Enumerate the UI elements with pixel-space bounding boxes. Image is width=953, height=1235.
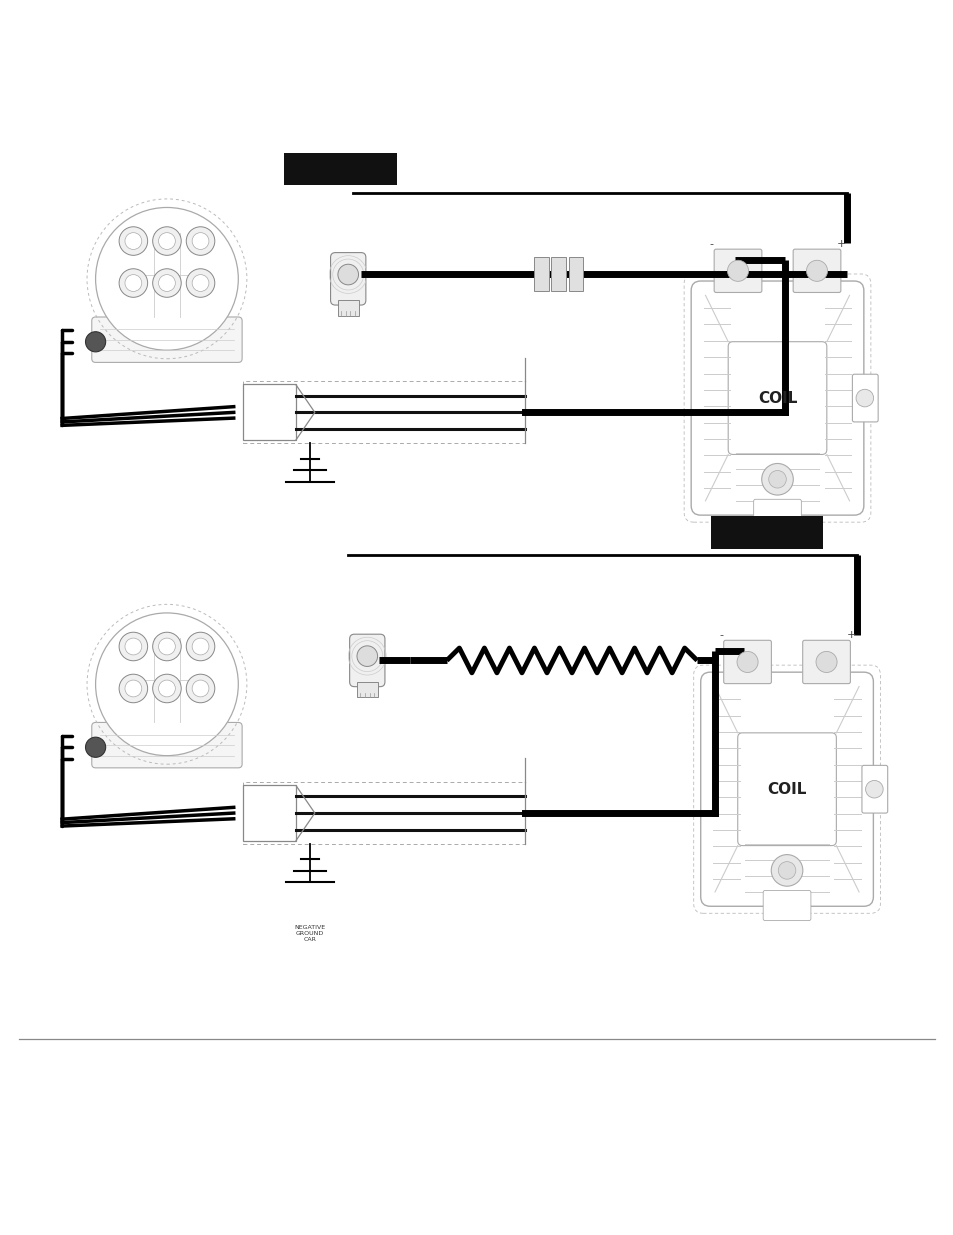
Circle shape	[737, 651, 758, 673]
Circle shape	[855, 389, 873, 406]
Circle shape	[119, 632, 148, 661]
FancyBboxPatch shape	[801, 640, 849, 684]
FancyBboxPatch shape	[852, 374, 877, 422]
Circle shape	[86, 737, 106, 757]
FancyBboxPatch shape	[91, 722, 242, 768]
Circle shape	[119, 227, 148, 256]
Circle shape	[125, 680, 142, 697]
Circle shape	[186, 674, 214, 703]
FancyBboxPatch shape	[762, 890, 810, 920]
Bar	[534, 257, 548, 291]
Circle shape	[356, 646, 377, 667]
Circle shape	[119, 269, 148, 298]
Text: -: -	[719, 630, 722, 640]
Bar	[337, 300, 358, 316]
Text: +: +	[845, 630, 855, 640]
Circle shape	[805, 261, 826, 282]
Circle shape	[125, 638, 142, 655]
Circle shape	[770, 855, 802, 887]
FancyBboxPatch shape	[91, 317, 242, 362]
Circle shape	[158, 638, 175, 655]
FancyBboxPatch shape	[330, 253, 365, 305]
FancyBboxPatch shape	[714, 249, 761, 293]
Circle shape	[119, 674, 148, 703]
Circle shape	[192, 680, 209, 697]
Circle shape	[727, 261, 748, 282]
Circle shape	[152, 269, 181, 298]
Circle shape	[192, 638, 209, 655]
Circle shape	[192, 274, 209, 291]
Text: COIL: COIL	[766, 782, 806, 797]
Bar	[568, 257, 582, 291]
Bar	[243, 384, 295, 441]
FancyBboxPatch shape	[737, 732, 836, 846]
Circle shape	[337, 264, 358, 285]
Bar	[243, 382, 524, 443]
Bar	[284, 153, 396, 185]
Text: NEGATIVE
GROUND
CAR: NEGATIVE GROUND CAR	[294, 925, 325, 942]
Circle shape	[815, 651, 836, 673]
Text: +: +	[836, 240, 845, 249]
FancyBboxPatch shape	[700, 672, 872, 906]
Circle shape	[95, 207, 238, 351]
Circle shape	[768, 471, 785, 488]
Circle shape	[192, 232, 209, 249]
FancyBboxPatch shape	[349, 635, 384, 687]
Circle shape	[86, 332, 106, 352]
Circle shape	[186, 227, 214, 256]
FancyBboxPatch shape	[792, 249, 840, 293]
Circle shape	[125, 274, 142, 291]
Circle shape	[760, 463, 793, 495]
Circle shape	[158, 680, 175, 697]
Circle shape	[95, 613, 238, 756]
Bar	[356, 682, 377, 698]
FancyBboxPatch shape	[727, 342, 826, 454]
Circle shape	[152, 632, 181, 661]
Circle shape	[152, 227, 181, 256]
Circle shape	[186, 632, 214, 661]
Bar	[551, 257, 565, 291]
Bar	[243, 782, 524, 844]
Circle shape	[778, 862, 795, 879]
Circle shape	[158, 274, 175, 291]
Circle shape	[864, 781, 882, 798]
Circle shape	[186, 269, 214, 298]
Circle shape	[152, 674, 181, 703]
Circle shape	[158, 232, 175, 249]
FancyBboxPatch shape	[690, 282, 862, 515]
Text: -: -	[709, 240, 713, 249]
FancyBboxPatch shape	[753, 499, 801, 530]
Circle shape	[125, 232, 142, 249]
Bar	[710, 516, 822, 548]
FancyBboxPatch shape	[861, 766, 886, 813]
Text: COIL: COIL	[757, 390, 797, 405]
Bar	[243, 785, 295, 841]
FancyBboxPatch shape	[723, 640, 771, 684]
